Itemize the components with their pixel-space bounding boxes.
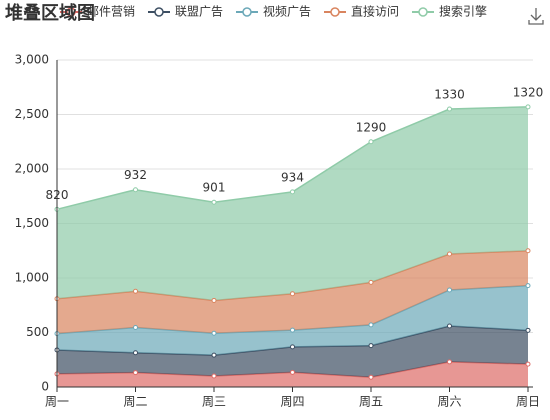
point xyxy=(290,189,295,195)
point xyxy=(368,343,374,349)
y-tick-label: 1,000 xyxy=(15,271,49,285)
y-tick-label: 2,000 xyxy=(15,162,49,176)
legend-marker xyxy=(154,7,164,17)
value-label: 1290 xyxy=(356,120,387,134)
point xyxy=(368,322,374,328)
point xyxy=(290,327,295,333)
legend-label: 邮件营销 xyxy=(87,5,135,19)
point xyxy=(525,327,531,333)
value-label: 934 xyxy=(281,170,304,184)
value-label: 1320 xyxy=(513,85,544,99)
x-tick-label: 周二 xyxy=(123,395,147,409)
point xyxy=(447,287,452,293)
point xyxy=(211,297,217,303)
legend-label: 视频广告 xyxy=(263,4,311,19)
legend-marker xyxy=(418,7,428,17)
point xyxy=(290,369,295,375)
point xyxy=(368,139,374,145)
legend-item[interactable]: 邮件营销 xyxy=(60,5,135,19)
point xyxy=(290,344,295,350)
point xyxy=(447,251,452,257)
point xyxy=(447,359,452,365)
point xyxy=(447,323,452,329)
area xyxy=(57,325,528,378)
legend-marker xyxy=(330,7,340,17)
point xyxy=(133,350,138,356)
value-label: 932 xyxy=(124,168,147,182)
point xyxy=(525,104,531,110)
download-icon[interactable] xyxy=(528,8,544,25)
legend-item[interactable]: 视频广告 xyxy=(236,4,311,19)
x-tick-label: 周日 xyxy=(516,395,540,409)
chart-title: 堆叠区域图 xyxy=(5,2,95,24)
point xyxy=(211,352,217,358)
area xyxy=(57,250,528,334)
legend-label: 联盟广告 xyxy=(175,5,223,19)
point xyxy=(368,279,374,285)
y-tick-label: 2,500 xyxy=(15,107,49,121)
y-tick-label: 0 xyxy=(41,380,49,394)
legend-marker xyxy=(66,7,76,17)
x-tick-label: 周四 xyxy=(280,395,304,409)
point xyxy=(211,373,217,379)
y-tick-label: 500 xyxy=(26,325,49,339)
value-label: 1330 xyxy=(434,88,465,102)
x-tick-label: 周一 xyxy=(45,395,69,409)
legend-label: 搜索引擎 xyxy=(439,4,487,19)
x-tick-label: 周三 xyxy=(202,395,226,409)
point xyxy=(211,330,217,336)
point xyxy=(211,199,217,205)
y-tick-label: 3,000 xyxy=(15,53,49,67)
legend-label: 直接访问 xyxy=(351,4,399,19)
download-glyph xyxy=(528,8,544,25)
point xyxy=(447,106,452,112)
point xyxy=(525,361,531,367)
point xyxy=(133,288,138,294)
value-label: 901 xyxy=(203,181,226,195)
point xyxy=(133,370,138,376)
y-tick-label: 1,500 xyxy=(15,216,49,230)
point xyxy=(525,283,531,289)
point xyxy=(368,374,374,380)
legend-marker xyxy=(242,7,252,17)
point xyxy=(133,324,138,330)
area xyxy=(57,106,528,301)
x-tick-label: 周五 xyxy=(359,395,383,409)
point xyxy=(525,248,531,254)
area xyxy=(57,285,528,356)
legend-item[interactable]: 直接访问 xyxy=(324,4,399,19)
legend-item[interactable]: 搜索引擎 xyxy=(412,4,487,19)
x-tick-label: 周六 xyxy=(437,395,461,409)
point xyxy=(133,187,138,193)
point xyxy=(290,291,295,297)
legend-item[interactable]: 联盟广告 xyxy=(148,5,223,19)
